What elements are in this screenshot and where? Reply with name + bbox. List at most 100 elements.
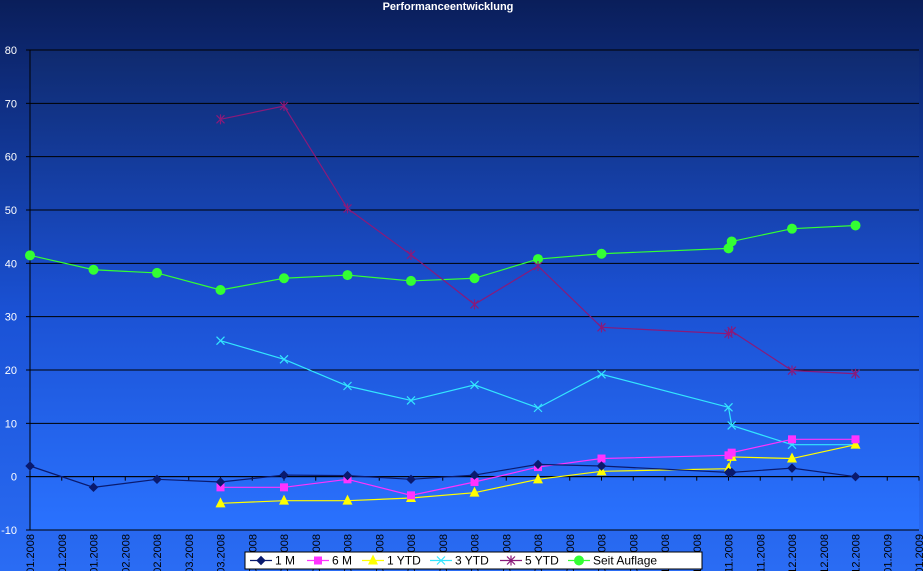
data-point-1-ytd <box>787 452 797 463</box>
x-tick-label: 11.2008 <box>755 534 767 571</box>
legend-item-3-ytd: 3 YTD <box>430 554 489 568</box>
series-group <box>25 101 861 508</box>
data-point-5-ytd <box>216 114 225 125</box>
data-point-1-m <box>850 471 861 482</box>
data-point-3-ytd <box>597 369 606 379</box>
data-point-1-m <box>88 482 99 493</box>
data-point-5-ytd <box>727 326 737 337</box>
data-point-6-m <box>727 448 736 457</box>
legend-label-1-m: 1 M <box>275 554 295 568</box>
data-point-1-m <box>25 461 35 471</box>
y-tick-label: 0 <box>11 472 17 484</box>
data-point-seit-auflage <box>787 223 797 234</box>
y-tick-label: -10 <box>1 525 17 537</box>
data-point-1-ytd <box>215 497 226 508</box>
data-point-1-m <box>279 470 289 480</box>
data-point-3-ytd <box>216 336 225 346</box>
series-5-ytd <box>216 101 860 379</box>
legend-label-seit-auflage: Seit Auflage <box>593 554 657 568</box>
x-tick-label: 01.2008 <box>89 534 101 571</box>
data-point-seit-auflage <box>406 275 416 286</box>
data-point-1-ytd <box>850 438 861 449</box>
x-tick-label: 01.2008 <box>25 534 37 571</box>
y-tick-label: 40 <box>5 258 17 270</box>
gridlines <box>30 49 919 531</box>
y-tick-label: 70 <box>5 98 17 110</box>
data-point-seit-auflage <box>469 273 480 284</box>
x-tick-label: 02.2008 <box>152 534 164 571</box>
data-point-1-m <box>726 467 737 478</box>
data-point-3-ytd <box>343 381 352 391</box>
data-point-5-ytd <box>851 368 860 379</box>
data-point-1-m <box>469 470 480 480</box>
data-point-3-ytd <box>470 380 479 390</box>
x-tick-label: 03.2008 <box>184 534 196 571</box>
data-point-seit-auflage <box>88 264 99 275</box>
legend-marker-seit-auflage <box>574 555 584 566</box>
data-point-seit-auflage <box>726 236 737 247</box>
data-point-seit-auflage <box>596 248 607 259</box>
x-tick-label: 11.2008 <box>724 534 736 571</box>
data-point-1-m <box>787 463 797 473</box>
legend-marker-6-m <box>314 556 322 565</box>
data-point-5-ytd <box>343 203 352 214</box>
y-tick-label: 80 <box>5 45 17 57</box>
y-axis: -10 0 10 20 30 40 50 60 70 80 <box>1 45 31 537</box>
data-point-6-m <box>851 435 860 444</box>
legend-item-seit-auflage: Seit Auflage <box>568 554 657 568</box>
x-tick-label: 12.2008 <box>851 534 863 571</box>
data-point-1-m <box>406 474 416 485</box>
data-point-3-ytd <box>724 402 733 412</box>
data-point-1-m <box>215 477 226 487</box>
legend-marker-1-ytd <box>368 554 378 565</box>
x-tick-label: 01.2009 <box>882 534 894 571</box>
data-point-seit-auflage <box>279 273 289 284</box>
plot-area <box>30 50 919 530</box>
data-point-5-ytd <box>406 249 416 260</box>
data-point-3-ytd <box>727 421 737 430</box>
x-tick-label: 01.2008 <box>57 534 69 571</box>
legend-marker-3-ytd <box>436 556 446 565</box>
data-point-1-ytd <box>342 494 353 505</box>
legend-label-5-ytd: 5 YTD <box>525 554 559 568</box>
legend-label-3-ytd: 3 YTD <box>455 554 489 568</box>
data-point-5-ytd <box>787 365 797 376</box>
y-tick-label: 50 <box>5 205 17 217</box>
data-point-6-m <box>470 478 479 486</box>
legend-box <box>244 551 703 570</box>
data-point-6-m <box>597 454 606 463</box>
data-point-1-m <box>596 461 607 471</box>
data-point-seit-auflage <box>215 285 226 295</box>
y-tick-label: 10 <box>5 418 17 430</box>
y-tick-label: 20 <box>5 365 17 377</box>
legend: 1 M 6 M 1 YTD 3 YTD 5 YTD Seit Auflage <box>244 551 703 570</box>
legend-item-1-m: 1 M <box>250 554 295 568</box>
legend-marker-5-ytd <box>506 555 516 566</box>
data-point-seit-auflage <box>342 270 353 281</box>
data-point-5-ytd <box>470 299 479 310</box>
data-point-1-ytd <box>469 486 480 497</box>
legend-label-6-m: 6 M <box>332 554 352 568</box>
data-point-1-ytd <box>279 494 289 505</box>
data-point-6-m <box>788 435 796 444</box>
data-point-seit-auflage <box>850 220 861 231</box>
series-1-m <box>25 459 861 493</box>
data-point-seit-auflage <box>25 250 35 261</box>
data-point-1-m <box>152 474 162 485</box>
legend-marker-1-m <box>256 555 266 566</box>
x-tick-label: 12.2008 <box>787 534 799 571</box>
data-point-1-m <box>533 459 543 470</box>
x-tick-label: 02.2008 <box>120 534 132 571</box>
legend-item-6-m: 6 M <box>307 554 352 568</box>
x-tick-label: 12.2008 <box>819 534 831 571</box>
data-point-seit-auflage <box>533 254 543 265</box>
data-point-seit-auflage <box>152 267 162 278</box>
data-point-6-m <box>216 483 225 492</box>
x-tick-label: 03.2008 <box>216 534 228 571</box>
data-point-1-ytd <box>533 473 543 484</box>
data-point-6-m <box>280 483 288 492</box>
y-tick-label: 30 <box>5 312 17 324</box>
data-point-3-ytd <box>406 395 416 405</box>
